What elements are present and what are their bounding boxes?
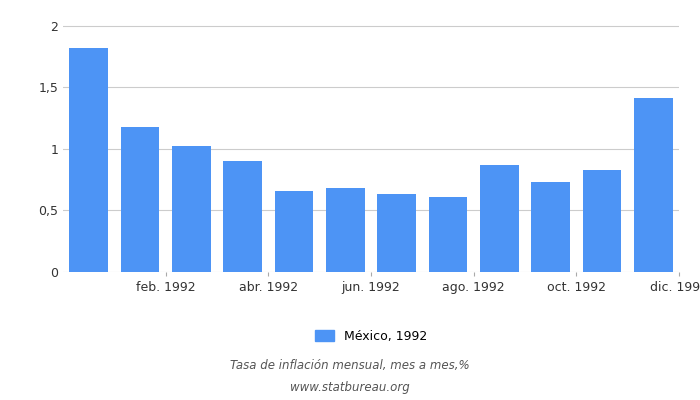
- Bar: [172, 146, 211, 272]
- Bar: [326, 188, 365, 272]
- Bar: [634, 98, 673, 272]
- Bar: [377, 194, 416, 272]
- Bar: [69, 48, 108, 272]
- Text: www.statbureau.org: www.statbureau.org: [290, 382, 410, 394]
- Text: Tasa de inflación mensual, mes a mes,%: Tasa de inflación mensual, mes a mes,%: [230, 360, 470, 372]
- Bar: [582, 170, 622, 272]
- Bar: [480, 165, 519, 272]
- Bar: [274, 191, 314, 272]
- Legend: México, 1992: México, 1992: [315, 330, 427, 342]
- Bar: [223, 161, 262, 272]
- Bar: [428, 197, 468, 272]
- Bar: [531, 182, 570, 272]
- Bar: [120, 127, 160, 272]
